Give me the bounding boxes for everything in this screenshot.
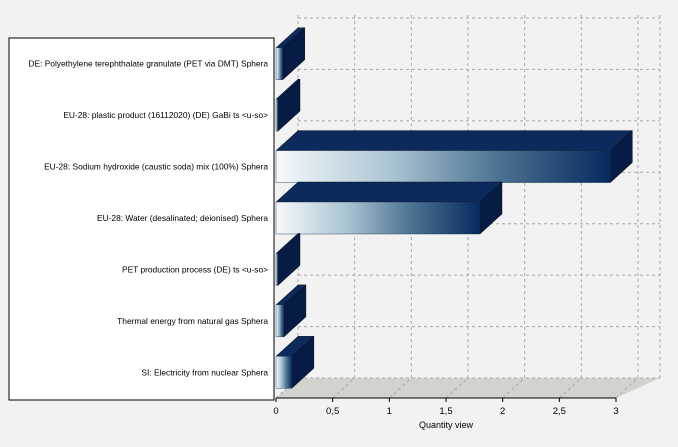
floor-gridline-3 (445, 377, 469, 399)
category-label-panel (8, 37, 275, 401)
category-label-0: DE: Polyethylene terephthalate granulate… (28, 59, 268, 69)
category-label-3: EU-28: Water (desalinated; deionised) Sp… (97, 213, 268, 223)
floor-gridline-1 (332, 377, 356, 399)
category-label-1: EU-28: plastic product (16112020) (DE) G… (63, 110, 268, 120)
category-label-4: PET production process (DE) ts <u-so> (122, 264, 268, 274)
bar-side-4 (277, 232, 301, 286)
chart-floor (276, 378, 660, 398)
bar-top-3 (275, 181, 503, 203)
x-tick-label-3: 1,5 (439, 406, 452, 417)
category-label-6: SI: Electricity from nuclear Sphera (141, 367, 268, 377)
floor-gridline-6 (615, 377, 639, 399)
bar-6 (275, 356, 293, 389)
category-label-2: EU-28: Sodium hydroxide (caustic soda) m… (44, 162, 268, 172)
bar-0 (275, 47, 284, 80)
bar-3 (275, 201, 481, 235)
bar-1 (275, 98, 279, 132)
bar-top-2 (275, 130, 633, 151)
bar-4 (275, 253, 279, 286)
floor-gridline-4 (502, 377, 526, 399)
bar-series (275, 27, 633, 389)
bar-5 (275, 304, 285, 338)
floor-gridline-2 (388, 377, 412, 399)
x-tick-label-4: 2 (500, 406, 505, 417)
category-label-5: Thermal energy from natural gas Sphera (117, 316, 268, 326)
x-tick-label-2: 1 (387, 406, 392, 417)
category-labels: DE: Polyethylene terephthalate granulate… (28, 59, 268, 378)
bar-side-1 (277, 78, 301, 132)
x-tick-label-6: 3 (613, 406, 618, 417)
floor-gridline-5 (558, 377, 582, 399)
bar-2 (275, 150, 611, 183)
x-axis-ticks: 0 0,5 1 1,5 2 2,5 3 (273, 398, 619, 417)
x-tick-label-0: 0 (273, 406, 278, 417)
x-tick-label-5: 2,5 (553, 406, 566, 417)
x-axis-title: Quantity view (419, 420, 474, 430)
x-tick-label-1: 0,5 (326, 406, 339, 417)
